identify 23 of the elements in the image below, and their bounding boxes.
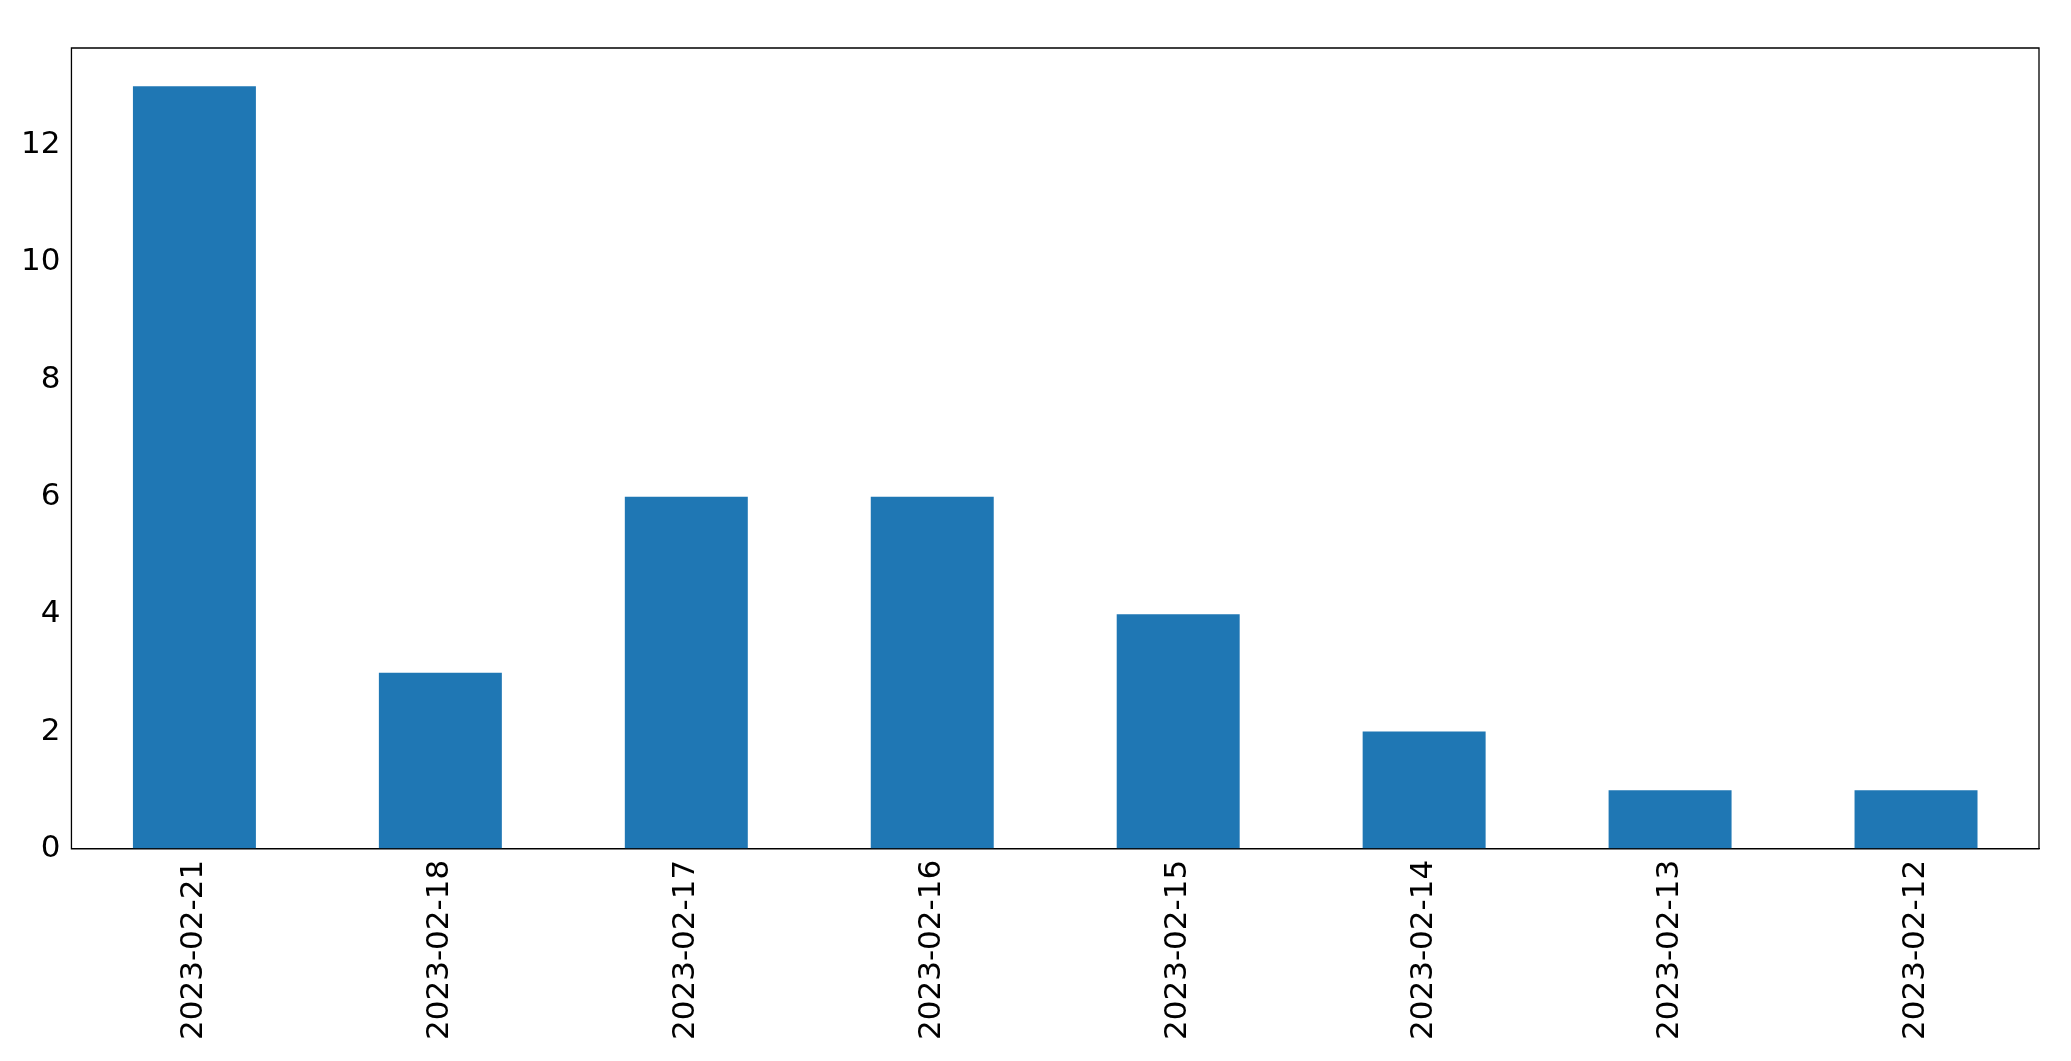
y-tick-label: 0 [40, 827, 61, 864]
x-tick-label: 2023-02-17 [665, 859, 702, 1041]
x-tick-label: 2023-02-15 [1157, 859, 1194, 1041]
y-tick-label: 6 [40, 475, 61, 512]
y-tick-label: 12 [20, 123, 61, 160]
bar [1116, 614, 1240, 849]
y-tick-label: 2 [40, 710, 61, 747]
x-tick-label: 2023-02-14 [1403, 859, 1440, 1041]
y-tick-label: 4 [40, 593, 61, 630]
bar [870, 496, 994, 849]
x-tick-label: 2023-02-16 [911, 859, 948, 1041]
bar [1854, 790, 1978, 849]
bar [1362, 731, 1486, 849]
y-tick-label: 10 [20, 241, 61, 278]
bar [1608, 790, 1732, 849]
y-tick-label: 8 [40, 358, 61, 395]
bar [378, 672, 502, 849]
x-tick-label: 2023-02-18 [419, 859, 456, 1041]
x-tick-label: 2023-02-12 [1895, 859, 1932, 1041]
bar [132, 86, 256, 849]
bar [624, 496, 748, 849]
x-tick-label: 2023-02-21 [173, 859, 210, 1041]
x-tick-label: 2023-02-13 [1649, 859, 1686, 1041]
